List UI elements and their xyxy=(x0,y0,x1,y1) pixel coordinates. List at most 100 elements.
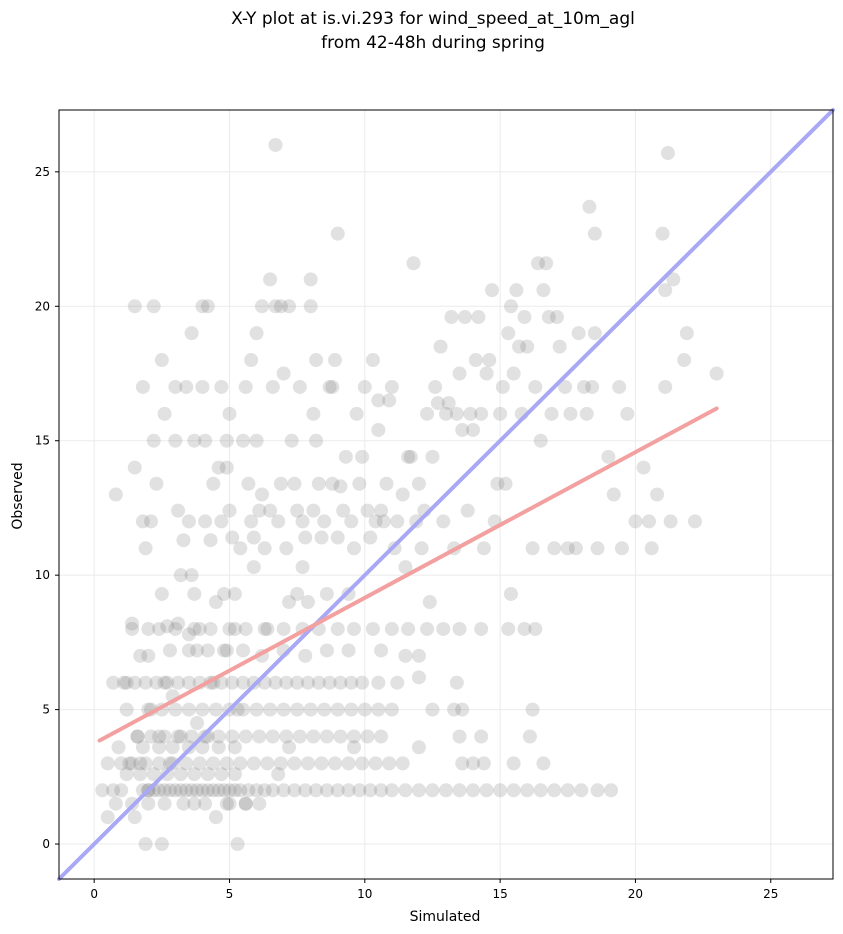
data-point xyxy=(311,675,326,690)
data-point xyxy=(636,460,651,475)
data-point xyxy=(200,767,215,782)
data-point xyxy=(374,783,389,798)
data-point xyxy=(195,299,210,314)
data-point xyxy=(125,616,140,631)
data-point xyxy=(241,783,256,798)
data-point xyxy=(146,767,161,782)
data-point xyxy=(549,310,564,325)
data-point xyxy=(165,740,180,755)
data-point xyxy=(563,406,578,421)
data-point xyxy=(482,353,497,368)
data-point xyxy=(171,729,186,744)
data-point xyxy=(154,837,169,852)
x-axis-label: Simulated xyxy=(410,909,481,925)
x-tick-label: 5 xyxy=(226,887,234,901)
data-point xyxy=(114,783,129,798)
data-point xyxy=(428,379,443,394)
data-point xyxy=(430,396,445,411)
data-point xyxy=(160,675,175,690)
data-point xyxy=(601,449,616,464)
data-point xyxy=(282,595,297,610)
data-point xyxy=(471,310,486,325)
data-point xyxy=(108,796,123,811)
data-point xyxy=(568,541,583,556)
data-point xyxy=(336,503,351,518)
data-point xyxy=(246,560,261,575)
data-point xyxy=(146,299,161,314)
data-point xyxy=(276,783,291,798)
data-point xyxy=(628,514,643,529)
x-axis-ticks: 0 5 10 15 20 25 xyxy=(90,879,778,901)
data-point xyxy=(238,379,253,394)
data-point xyxy=(208,810,223,825)
data-point xyxy=(222,406,237,421)
data-point xyxy=(368,756,383,771)
data-point xyxy=(217,643,232,658)
data-point xyxy=(241,476,256,491)
data-point xyxy=(168,379,183,394)
data-point xyxy=(455,422,470,437)
data-point xyxy=(346,729,361,744)
data-point xyxy=(219,643,234,658)
data-point xyxy=(341,643,356,658)
data-point xyxy=(433,339,448,354)
data-point xyxy=(328,353,343,368)
data-point xyxy=(365,621,380,636)
data-point xyxy=(265,783,280,798)
data-point xyxy=(303,272,318,287)
data-point xyxy=(398,560,413,575)
data-point xyxy=(268,299,283,314)
data-point xyxy=(130,729,145,744)
data-point xyxy=(330,226,345,241)
data-point xyxy=(211,740,226,755)
data-point xyxy=(658,283,673,298)
data-point xyxy=(187,621,202,636)
data-point xyxy=(227,621,242,636)
data-point xyxy=(590,783,605,798)
data-point xyxy=(436,514,451,529)
data-point xyxy=(195,740,210,755)
data-point xyxy=(125,621,140,636)
data-point xyxy=(533,783,548,798)
data-point xyxy=(249,702,264,717)
data-point xyxy=(666,272,681,287)
data-point xyxy=(420,406,435,421)
data-point xyxy=(225,530,240,545)
data-point xyxy=(371,702,386,717)
data-point xyxy=(187,433,202,448)
data-point xyxy=(173,783,188,798)
data-point xyxy=(360,503,375,518)
x-tick-label: 20 xyxy=(628,887,643,901)
data-point xyxy=(171,503,186,518)
data-point xyxy=(157,796,172,811)
data-point xyxy=(127,675,142,690)
data-point xyxy=(271,767,286,782)
data-point xyxy=(181,643,196,658)
data-point xyxy=(528,621,543,636)
data-point xyxy=(604,783,619,798)
data-point xyxy=(152,729,167,744)
data-point xyxy=(509,283,524,298)
data-point xyxy=(365,353,380,368)
data-point xyxy=(401,449,416,464)
data-point xyxy=(144,514,159,529)
data-point xyxy=(257,621,272,636)
chart-title-line-2: from 42-48h during spring xyxy=(321,33,545,53)
data-point xyxy=(425,783,440,798)
data-point xyxy=(341,756,356,771)
data-point xyxy=(133,756,148,771)
data-point xyxy=(300,756,315,771)
data-point xyxy=(276,366,291,381)
data-point xyxy=(338,449,353,464)
data-point xyxy=(606,487,621,502)
data-point xyxy=(401,621,416,636)
data-point xyxy=(244,514,259,529)
data-point xyxy=(190,643,205,658)
data-point xyxy=(384,702,399,717)
data-point xyxy=(106,783,121,798)
data-point xyxy=(552,339,567,354)
x-tick-label: 10 xyxy=(357,887,372,901)
data-point xyxy=(190,783,205,798)
data-point xyxy=(360,729,375,744)
data-point xyxy=(184,568,199,583)
